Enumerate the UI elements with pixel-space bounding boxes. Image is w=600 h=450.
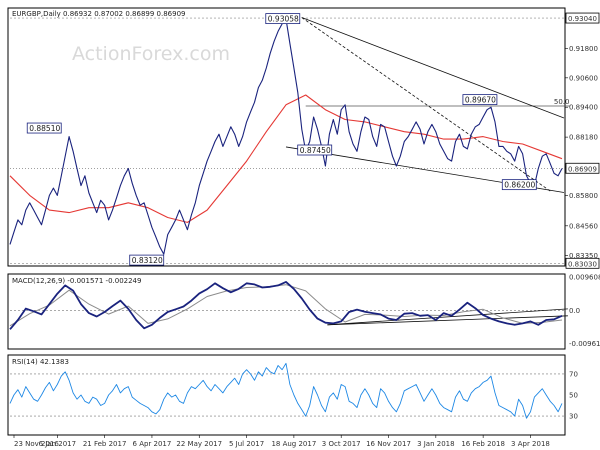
price-ytick-label-1: 0.91800: [569, 45, 598, 53]
xtick-label-1: 6 Jan 2017: [39, 440, 77, 448]
watermark: ActionForex.com: [72, 43, 230, 65]
annotation-box-4: [462, 94, 498, 106]
annotation-label-5: 0.86200: [504, 181, 535, 190]
macd-header: MACD(12,26,9) -0.001571 -0.002249: [12, 277, 141, 285]
xtick-label-0: 23 Nov 2016: [14, 440, 59, 448]
xtick-label-8: 16 Nov 2017: [366, 440, 411, 448]
macd-trendline-1: [327, 315, 568, 326]
rsi-ytick-label-0: 70: [569, 370, 578, 378]
price-ytick-label-3: 0.89400: [569, 104, 598, 112]
xtick-label-2: 21 Feb 2017: [83, 440, 127, 448]
price-trendline-1: [301, 17, 551, 192]
rsi-ytick-label-2: 30: [569, 413, 578, 421]
xtick-label-3: 6 Apr 2017: [133, 440, 172, 448]
price-ytick-label-4: 0.88180: [569, 134, 598, 142]
xtick-label-7: 3 Oct 2017: [322, 440, 361, 448]
rsi-ytick-label-1: 50: [569, 392, 578, 400]
rsi-layer: [9, 362, 564, 419]
macd-ytick-label-1: 0.0: [569, 307, 580, 315]
price-ytick-label-6: 0.85800: [569, 192, 598, 200]
annotation-label-2: 0.83120: [132, 256, 163, 265]
annotation-label-1: 0.88510: [29, 124, 60, 133]
xtick-label-5: 5 Jul 2017: [229, 440, 264, 448]
rsi-panel-frame: [7, 354, 566, 436]
price-header: EURGBP,Daily 0.86932 0.87002 0.86899 0.8…: [12, 10, 185, 18]
price-layer: 50.0 0.93058 0.88510 0.83120 0.87450 0.89670 0…: [9, 13, 570, 266]
macd-panel-frame: [7, 273, 566, 350]
annotation-box-5: [501, 179, 537, 191]
annotation-box-2: [129, 254, 165, 266]
xtick-label-11: 3 Apr 2018: [511, 440, 550, 448]
macd-ytick-label-0: 0.009608: [569, 274, 600, 282]
price-level-box-0: [565, 12, 600, 24]
price-ytick-label-8: 0.83350: [569, 252, 598, 260]
price-level-box-1: [565, 162, 600, 174]
xtick-label-4: 22 May 2017: [176, 440, 222, 448]
macd-signal-line: [9, 284, 563, 327]
macd-ytick-label-2: -0.009613: [569, 340, 600, 348]
annotation-box-1: [26, 122, 62, 134]
xtick-label-10: 16 Feb 2018: [461, 440, 505, 448]
annotation-label-3: 0.87450: [300, 146, 331, 155]
annotation-label-0: 0.93058: [268, 15, 299, 24]
xtick-label-9: 3 Jan 2018: [417, 440, 455, 448]
price-ytick-label-7: 0.84560: [569, 222, 598, 230]
price-level-label-0: 0.93040: [568, 15, 597, 23]
macd-trendline-0: [327, 308, 568, 326]
rsi-line: [9, 362, 563, 419]
fib-50-label: 50.0: [554, 98, 570, 106]
price-level-label-1: 0.86909: [568, 165, 597, 173]
annotation-label-4: 0.89670: [465, 96, 496, 105]
price-level-box-2: [565, 257, 600, 269]
macd-layer: [9, 280, 568, 330]
xtick-label-6: 18 Aug 2017: [271, 440, 316, 448]
price-trendline-0: [301, 17, 565, 119]
rsi-header: RSI(14) 42.1383: [12, 358, 69, 366]
macd-line: [9, 280, 563, 330]
price-ytick-label-2: 0.90600: [569, 74, 598, 82]
price-level-label-2: 0.83030: [568, 260, 597, 268]
axis-layer: 0.93040 0.91800 0.90600 0.89400 0.88180 0.869…: [13, 12, 600, 448]
annotation-box-3: [297, 144, 333, 156]
annotation-box-0: [265, 13, 301, 25]
